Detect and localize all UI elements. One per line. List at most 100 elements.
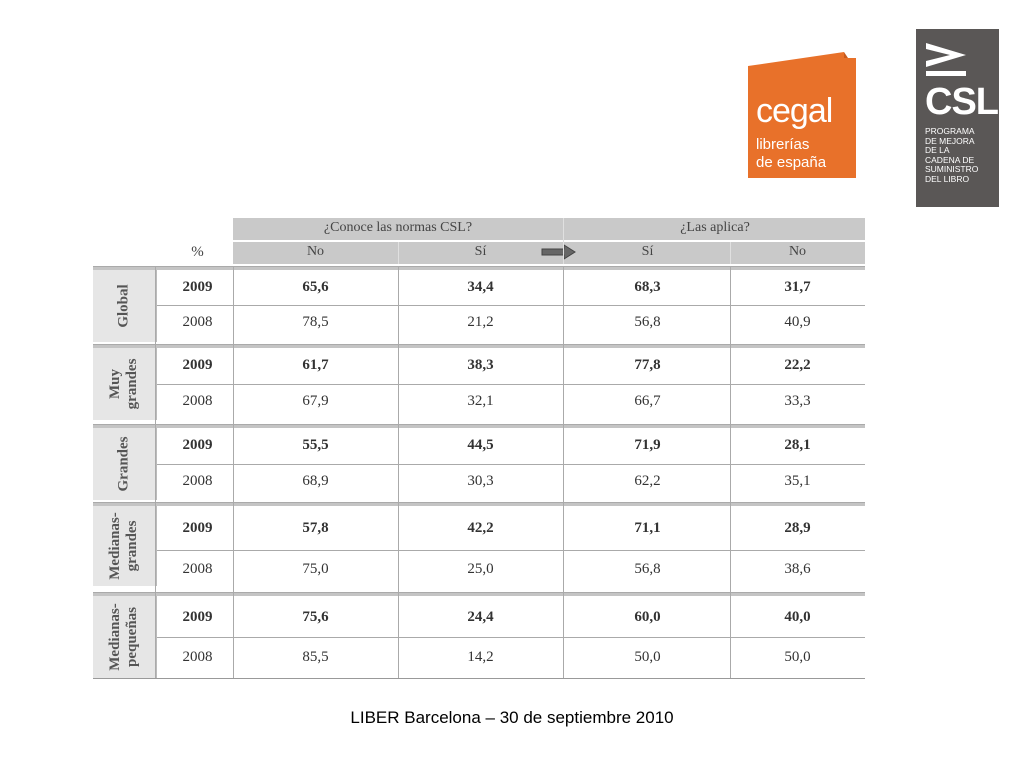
row-separator (157, 464, 865, 465)
year-cell: 2009 (182, 279, 213, 295)
value-cell: 28,1 (784, 437, 811, 453)
value-cell: 42,2 (467, 520, 494, 536)
value-cell: 50,0 (634, 649, 661, 665)
col-header-si: Sí (641, 244, 654, 259)
group-header-conoce: ¿Conoce las normas CSL? (323, 220, 473, 235)
group-header-aplica: ¿Las aplica? (680, 220, 750, 235)
section-separator (93, 424, 865, 428)
value-cell: 14,2 (467, 649, 494, 665)
year-cell: 2009 (182, 609, 213, 625)
arrow-right-icon (541, 244, 576, 260)
csl-logo: CSL PROGRAMA DE MEJORA DE LA CADENA DE S… (916, 29, 999, 207)
year-cell: 2009 (182, 357, 213, 373)
value-cell: 56,8 (634, 561, 661, 577)
value-cell: 75,0 (302, 561, 329, 577)
csl-logo-line: DE MEJORA (925, 135, 975, 146)
value-cell: 68,3 (634, 279, 661, 295)
cegal-logo-sub2: de españa (756, 154, 827, 171)
col-header-si: Sí (474, 244, 487, 259)
cegal-logo-shape (748, 52, 856, 178)
value-cell: 61,7 (302, 357, 329, 373)
value-cell: 75,6 (302, 609, 329, 625)
header-divider (398, 242, 399, 264)
column-divider (563, 266, 564, 678)
section-label-text: Medianas- grandes (107, 512, 140, 580)
csl-logo-line: DE LA (925, 145, 950, 156)
section-label-text: Global (115, 284, 132, 328)
value-cell: 32,1 (467, 393, 494, 409)
data-table: ¿Conoce las normas CSL? ¿Las aplica? % N… (93, 218, 865, 679)
csl-logo-mark: CSL (925, 81, 999, 123)
value-cell: 38,6 (784, 561, 811, 577)
value-cell: 71,1 (634, 520, 661, 536)
section-label-medianas-grandes: Medianas- grandes (93, 506, 157, 586)
row-separator (157, 637, 865, 638)
value-cell: 50,0 (784, 649, 811, 665)
column-divider (730, 266, 731, 678)
year-cell: 2008 (182, 473, 213, 489)
value-cell: 71,9 (634, 437, 661, 453)
section-label-global: Global (93, 270, 157, 342)
section-label-muy-grandes: Muy grandes (93, 348, 157, 420)
value-cell: 22,2 (784, 357, 811, 373)
row-separator (157, 550, 865, 551)
value-cell: 77,8 (634, 357, 661, 373)
section-label-medianas-pequenas: Medianas- pequeñas (93, 596, 157, 678)
year-cell: 2008 (182, 393, 213, 409)
csl-logo-line: CADENA DE (925, 154, 975, 165)
value-cell: 65,6 (302, 279, 329, 295)
csl-arrow-icon (926, 43, 966, 76)
header-group-band (233, 218, 865, 240)
value-cell: 25,0 (467, 561, 494, 577)
value-cell: 35,1 (784, 473, 811, 489)
value-cell: 55,5 (302, 437, 329, 453)
value-cell: 68,9 (302, 473, 329, 489)
value-cell: 62,2 (634, 473, 661, 489)
value-cell: 38,3 (467, 357, 494, 373)
value-cell: 34,4 (467, 279, 494, 295)
value-cell: 33,3 (784, 393, 811, 409)
year-cell: 2009 (182, 437, 213, 453)
column-divider (398, 266, 399, 678)
section-separator (93, 502, 865, 506)
value-cell: 31,7 (784, 279, 811, 295)
section-label-text: Grandes (115, 436, 132, 492)
value-cell: 40,0 (784, 609, 811, 625)
value-cell: 66,7 (634, 393, 661, 409)
value-cell: 28,9 (784, 520, 811, 536)
column-divider (155, 266, 156, 678)
value-cell: 85,5 (302, 649, 329, 665)
header-divider (730, 242, 731, 264)
value-cell: 67,9 (302, 393, 329, 409)
value-cell: 78,5 (302, 314, 329, 330)
value-cell: 44,5 (467, 437, 494, 453)
csl-logo-line: PROGRAMA (925, 126, 975, 136)
section-label-text: Medianas- pequeñas (107, 603, 140, 671)
csl-logo-line: SUMINISTRO (925, 164, 979, 175)
year-cell: 2008 (182, 314, 213, 330)
value-cell: 56,8 (634, 314, 661, 330)
csl-logo-line: DEL LIBRO (925, 174, 970, 184)
value-cell: 57,8 (302, 520, 329, 536)
row-separator (157, 305, 865, 306)
col-header-no: No (788, 244, 807, 259)
header-separator (233, 241, 865, 242)
year-cell: 2008 (182, 561, 213, 577)
value-cell: 21,2 (467, 314, 494, 330)
footer-text: LIBER Barcelona – 30 de septiembre 2010 (350, 708, 674, 727)
section-separator (93, 266, 865, 270)
col-header-no: No (306, 244, 325, 259)
value-cell: 24,4 (467, 609, 494, 625)
value-cell: 60,0 (634, 609, 661, 625)
section-separator (93, 344, 865, 348)
cegal-logo-sub1: librerías (756, 136, 810, 153)
unit-header: % (191, 244, 204, 260)
cegal-logo: cegal librerías de españa (748, 52, 856, 178)
row-separator (157, 384, 865, 385)
column-divider (233, 266, 234, 678)
table-bottom-border (93, 678, 865, 679)
value-cell: 40,9 (784, 314, 811, 330)
year-cell: 2009 (182, 520, 213, 536)
value-cell: 30,3 (467, 473, 494, 489)
section-label-text: Muy grandes (107, 358, 140, 410)
